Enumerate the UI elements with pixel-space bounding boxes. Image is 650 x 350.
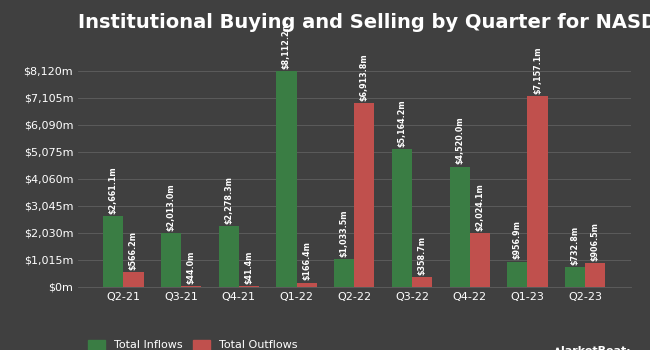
Bar (392, 149, 412, 287)
Legend: Total Inflows, Total Outflows: Total Inflows, Total Outflows (84, 335, 302, 350)
Bar (585, 263, 605, 287)
Text: $732.8m: $732.8m (571, 226, 580, 265)
Text: $8,112.2m: $8,112.2m (282, 21, 291, 69)
Text: $7,157.1m: $7,157.1m (533, 47, 542, 94)
Text: $2,661.1m: $2,661.1m (109, 166, 118, 214)
Text: $6,913.8m: $6,913.8m (360, 53, 369, 101)
Text: $566.2m: $566.2m (129, 231, 138, 270)
Text: $44.0m: $44.0m (187, 250, 196, 284)
Bar (124, 272, 144, 287)
Bar (527, 96, 548, 287)
Text: Institutional Buying and Selling by Quarter for NASDAQ:ESGU: Institutional Buying and Selling by Quar… (78, 13, 650, 32)
Text: $166.4m: $166.4m (302, 241, 311, 280)
Bar (507, 261, 527, 287)
Text: $906.5m: $906.5m (591, 222, 600, 261)
Bar (161, 233, 181, 287)
Bar (450, 167, 470, 287)
Text: $41.4m: $41.4m (244, 250, 254, 284)
Bar (565, 267, 585, 287)
Text: $1,033.5m: $1,033.5m (340, 210, 348, 257)
Bar (470, 233, 490, 287)
Text: $2,278.3m: $2,278.3m (224, 176, 233, 224)
Bar (334, 259, 354, 287)
Bar (218, 226, 239, 287)
Bar (354, 103, 374, 287)
Bar (412, 278, 432, 287)
Bar (239, 286, 259, 287)
Text: $5,164.2m: $5,164.2m (397, 100, 406, 147)
Text: $956.9m: $956.9m (513, 220, 522, 259)
Text: $2,024.1m: $2,024.1m (475, 183, 484, 231)
Bar (181, 286, 202, 287)
Bar (103, 216, 124, 287)
Text: $2,013.0m: $2,013.0m (166, 184, 176, 231)
Text: $4,520.0m: $4,520.0m (455, 117, 464, 164)
Bar (296, 282, 317, 287)
Text: $358.7m: $358.7m (417, 236, 426, 275)
Text: ∧larketBeat·: ∧larketBeat· (552, 345, 630, 350)
Bar (276, 71, 296, 287)
